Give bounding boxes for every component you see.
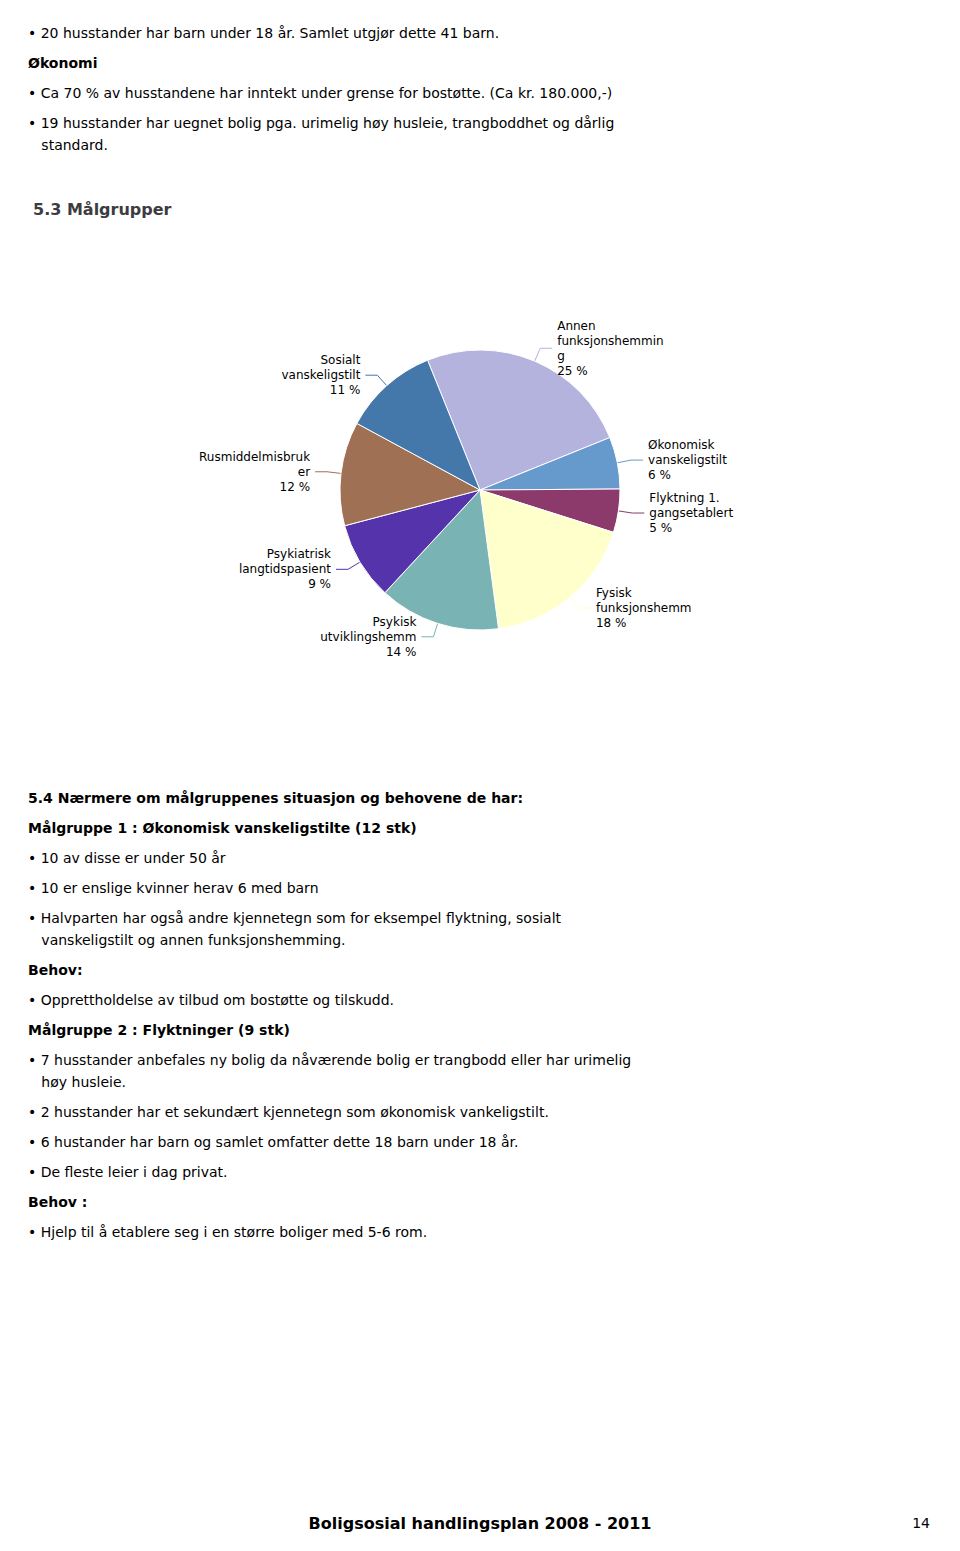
svg-text:• 6 hustander har barn og saml: • 6 hustander har barn og samlet omfatte… <box>28 1134 518 1150</box>
svg-text:utviklingshemm: utviklingshemm <box>320 630 416 644</box>
svg-text:Målgruppe 2 : Flyktninger (9 s: Målgruppe 2 : Flyktninger (9 stk) <box>28 1022 290 1038</box>
svg-text:• 10 av disse er under 50 år: • 10 av disse er under 50 år <box>28 850 226 866</box>
svg-text:gangsetablert: gangsetablert <box>649 506 733 520</box>
svg-text:Målgruppe 1 : Økonomisk vanske: Målgruppe 1 : Økonomisk vanskeligstilte … <box>28 820 417 836</box>
svg-text:9 %: 9 % <box>308 577 331 591</box>
svg-text:g: g <box>557 349 565 363</box>
svg-text:Boligsosial handlingsplan 2008: Boligsosial handlingsplan 2008 - 2011 <box>309 1514 652 1533</box>
svg-text:• Hjelp til å etablere seg i e: • Hjelp til å etablere seg i en større b… <box>28 1224 427 1240</box>
svg-text:Psykiatrisk: Psykiatrisk <box>267 547 331 561</box>
svg-text:18 %: 18 % <box>596 616 627 630</box>
svg-text:• Opprettholdelse av tilbud om: • Opprettholdelse av tilbud om bostøtte … <box>28 992 394 1008</box>
svg-text:høy husleie.: høy husleie. <box>28 1074 126 1090</box>
svg-text:Flyktning 1.: Flyktning 1. <box>649 491 719 505</box>
svg-text:vanskeligstilt: vanskeligstilt <box>282 368 361 382</box>
svg-text:standard.: standard. <box>28 137 108 153</box>
svg-text:5.4 Nærmere om målgruppenes si: 5.4 Nærmere om målgruppenes situasjon og… <box>28 790 523 806</box>
svg-text:5 %: 5 % <box>649 521 672 535</box>
svg-text:• Ca 70 % av husstandene har i: • Ca 70 % av husstandene har inntekt und… <box>28 85 612 101</box>
svg-text:• 2 husstander har et sekundær: • 2 husstander har et sekundært kjennete… <box>28 1104 549 1120</box>
svg-text:14: 14 <box>912 1515 930 1531</box>
svg-text:funksjonshemm: funksjonshemm <box>596 601 692 615</box>
svg-text:• 10 er enslige kvinner herav: • 10 er enslige kvinner herav 6 med barn <box>28 880 319 896</box>
svg-text:11 %: 11 % <box>330 383 361 397</box>
svg-text:Økonomisk: Økonomisk <box>648 438 715 452</box>
svg-text:vanskeligstilt og annen funksj: vanskeligstilt og annen funksjonshemming… <box>28 932 346 948</box>
svg-text:• 19 husstander har uegnet bol: • 19 husstander har uegnet bolig pga. ur… <box>28 115 614 131</box>
svg-text:Sosialt: Sosialt <box>320 353 360 367</box>
svg-text:5.3 Målgrupper: 5.3 Målgrupper <box>33 200 172 219</box>
svg-text:er: er <box>298 465 310 479</box>
svg-text:vanskeligstilt: vanskeligstilt <box>648 453 727 467</box>
svg-text:Rusmiddelmisbruk: Rusmiddelmisbruk <box>199 450 310 464</box>
svg-text:Behov :: Behov : <box>28 1194 87 1210</box>
svg-text:• 7 husstander anbefales ny bo: • 7 husstander anbefales ny bolig da nåv… <box>28 1052 631 1068</box>
svg-text:funksjonshemmin: funksjonshemmin <box>557 334 663 348</box>
svg-text:12 %: 12 % <box>280 480 311 494</box>
svg-text:6 %: 6 % <box>648 468 671 482</box>
svg-text:Fysisk: Fysisk <box>596 586 632 600</box>
svg-text:Psykisk: Psykisk <box>373 615 417 629</box>
svg-text:Behov:: Behov: <box>28 962 82 978</box>
svg-text:langtidspasient: langtidspasient <box>239 562 331 576</box>
svg-text:Økonomi: Økonomi <box>28 55 97 71</box>
svg-text:14 %: 14 % <box>386 645 417 659</box>
svg-text:25 %: 25 % <box>557 364 588 378</box>
svg-text:• 20 husstander har barn under: • 20 husstander har barn under 18 år. Sa… <box>28 25 499 41</box>
svg-text:• De fleste leier i dag privat: • De fleste leier i dag privat. <box>28 1164 228 1180</box>
svg-text:• Halvparten har også andre kj: • Halvparten har også andre kjennetegn s… <box>28 910 562 926</box>
svg-text:Annen: Annen <box>557 319 595 333</box>
